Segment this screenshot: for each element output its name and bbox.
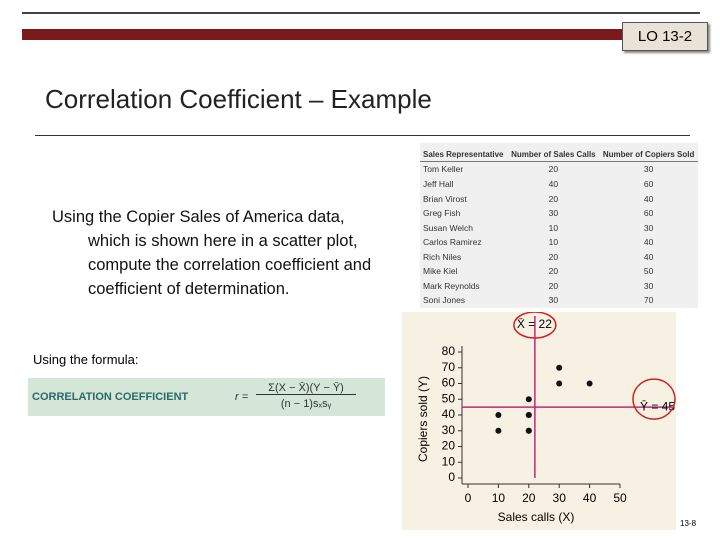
title-rule [35,135,690,136]
formula-box: CORRELATION COEFFICIENT r = Σ(X − X̄)(Y … [28,378,385,416]
y-tick-label: 10 [442,454,456,468]
table-cell: 20 [548,280,559,291]
y-tick-label: 50 [442,391,456,405]
column-header: Number of Sales Calls [507,143,600,163]
point [495,412,502,418]
table-cell: Mark Reynolds [423,280,480,291]
x-tick-label: 40 [583,491,597,505]
table-cell: Susan Welch [423,222,473,233]
header-row: Sales Representative Number of Sales Call… [420,143,698,163]
mean-label: Ȳ = 45 [640,399,675,413]
table-cell: 30 [548,295,559,306]
body-text: Using the Copier Sales of America data, … [52,208,372,298]
table-cell: 50 [643,266,654,277]
column-header: Sales Representative [420,143,508,163]
lo-badge: LO 13-2 [622,22,708,51]
table-cell: 40 [548,178,559,189]
y-tick-label: 70 [442,360,456,374]
highlight-circle [632,378,676,420]
table-row: Jeff Hall 40 60 [420,177,698,192]
point [586,380,593,387]
y-tick-label: 0 [448,470,455,484]
table-cell: Mike Kiel [423,266,458,277]
x-tick-label: 10 [492,491,506,505]
slide-title: Correlation Coefficient – Example [45,84,432,114]
point [525,412,532,418]
top-bar [22,29,700,40]
table-cell: 20 [548,266,559,277]
table-cell: 30 [643,222,654,233]
highlight-circle [513,312,557,339]
table-cell: 30 [643,280,654,291]
table-cell: 20 [548,164,559,175]
column-header: Number of Copiers Sold [599,143,698,163]
table-cell: Tom Keller [423,164,464,175]
data-table: Sales Representative Number of Sales Call… [420,143,698,308]
x-tick-label: 30 [553,491,567,505]
point [525,427,532,434]
table-cell: Jeff Hall [423,178,454,189]
table-cell: 60 [643,208,654,219]
table-cell: 30 [643,164,654,175]
y-axis-label: Copiers sold (Y) [416,376,430,462]
point [556,364,563,371]
table-row: Mark Reynolds 20 30 [420,279,698,294]
y-tick-label: 30 [442,423,456,437]
table-cell: 70 [643,295,654,306]
table-row: Mike Kiel 20 50 [420,264,698,279]
table-row: Soni Jones 30 70 [420,293,698,308]
x-tick-label: 0 [465,491,472,505]
formula-lhs: r = [235,391,249,403]
table-row: Susan Welch 10 30 [420,221,698,236]
table-cell: Carlos Ramirez [423,237,482,248]
formula-label: CORRELATION COEFFICIENT [32,391,189,403]
table-row: Greg Fish 30 60 [420,206,698,221]
y-tick-label: 80 [442,344,456,358]
formula-numerator: Σ(X − X̄)(Y − Ȳ) [256,382,356,395]
point [525,396,532,403]
table-row: Rich Niles 20 40 [420,250,698,265]
table-cell: Rich Niles [423,251,462,262]
table-row: Brian Virost 20 40 [420,192,698,207]
formula-intro: Using the formula: [33,352,139,367]
table-cell: 60 [643,178,654,189]
top-rule [22,12,700,14]
table-cell: 10 [548,237,559,248]
table-cell: 40 [643,251,654,262]
point [495,427,502,434]
table-row: Tom Keller 20 30 [420,162,698,177]
table-cell: Brian Virost [423,193,467,204]
y-tick-label: 60 [442,376,456,390]
table-cell: 30 [548,208,559,219]
table-cell: 40 [643,193,654,204]
point [556,380,563,387]
formula-denominator: (n − 1)sₓsᵧ [280,398,332,410]
x-tick-label: 20 [522,491,536,505]
x-tick-label: 50 [613,491,627,505]
x-axis-label: Sales calls (X) [498,510,575,524]
table-cell: Greg Fish [423,208,461,219]
table-cell: 20 [548,251,559,262]
page-number: 13-8 [680,519,697,528]
table-cell: 10 [548,222,559,233]
mean-label: X̄ = 22 [517,317,552,331]
table-cell: Soni Jones [423,295,466,306]
y-tick-label: 40 [442,407,456,421]
y-tick-label: 20 [442,439,456,453]
table-cell: 40 [643,237,654,248]
table-row: Carlos Ramirez 10 40 [420,235,698,250]
table-cell: 20 [548,193,559,204]
